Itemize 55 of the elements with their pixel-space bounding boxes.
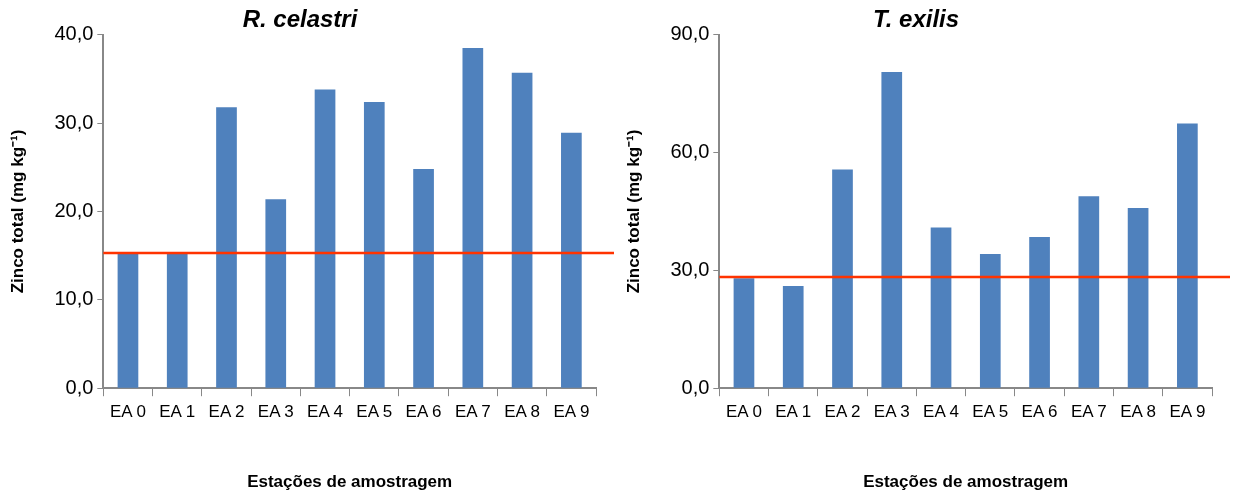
x-tick-label: EA 2 bbox=[824, 402, 861, 422]
bar bbox=[979, 253, 1001, 388]
x-tick-label: EA 6 bbox=[405, 402, 442, 422]
x-axis-title: Estações de amostragem bbox=[247, 472, 453, 492]
bar bbox=[561, 132, 582, 388]
bar bbox=[881, 72, 903, 388]
bar bbox=[265, 199, 287, 388]
x-tick-label: EA 1 bbox=[775, 402, 812, 422]
bar bbox=[1078, 196, 1100, 388]
x-tick-label: EA 5 bbox=[356, 402, 393, 422]
bar bbox=[832, 169, 853, 388]
x-tick-label: EA 3 bbox=[257, 402, 294, 422]
x-tick-label: EA 8 bbox=[1120, 402, 1157, 422]
y-tick-label: 90,0 bbox=[670, 22, 710, 45]
y-axis-title: Zinco total (mg kg⁻¹) bbox=[623, 129, 643, 294]
bar bbox=[733, 278, 755, 388]
x-tick-label: EA 1 bbox=[159, 402, 196, 422]
x-tick-label: EA 7 bbox=[1070, 402, 1107, 422]
x-tick-label: EA 3 bbox=[873, 402, 910, 422]
x-tick-label: EA 9 bbox=[553, 402, 590, 422]
x-tick-label: EA 4 bbox=[307, 402, 343, 422]
y-tick-label: 30,0 bbox=[670, 257, 710, 280]
bar bbox=[1177, 123, 1198, 388]
y-tick-label: 20,0 bbox=[54, 199, 94, 222]
x-axis-title: Estações de amostragem bbox=[863, 472, 1069, 492]
bar bbox=[413, 169, 434, 388]
y-tick-label: 30,0 bbox=[54, 110, 94, 133]
y-axis-title: Zinco total (mg kg⁻¹) bbox=[7, 129, 27, 294]
y-tick-label: 0,0 bbox=[65, 375, 94, 398]
chart-title: T. exilis bbox=[872, 5, 960, 33]
x-tick-label: EA 5 bbox=[972, 402, 1009, 422]
x-tick-label: EA 4 bbox=[923, 402, 959, 422]
y-tick-label: 60,0 bbox=[670, 140, 710, 163]
x-tick-label: EA 0 bbox=[110, 402, 146, 422]
bar bbox=[782, 286, 804, 388]
x-tick-label: EA 8 bbox=[504, 402, 541, 422]
x-tick-label: EA 7 bbox=[454, 402, 491, 422]
bar bbox=[363, 101, 385, 388]
bar bbox=[1029, 237, 1050, 388]
x-tick-label: EA 2 bbox=[208, 402, 245, 422]
bar bbox=[117, 253, 139, 388]
y-tick-label: 40,0 bbox=[54, 22, 94, 45]
bar bbox=[511, 72, 533, 388]
chart-title: R. celastri bbox=[242, 5, 359, 33]
y-tick-label: 0,0 bbox=[681, 375, 710, 398]
x-tick-label: EA 0 bbox=[726, 402, 762, 422]
x-tick-label: EA 9 bbox=[1169, 402, 1206, 422]
bar bbox=[930, 227, 952, 388]
bar bbox=[166, 253, 188, 388]
bar bbox=[314, 89, 336, 388]
x-tick-label: EA 6 bbox=[1021, 402, 1058, 422]
y-tick-label: 10,0 bbox=[54, 287, 94, 310]
bar bbox=[462, 48, 484, 388]
bar bbox=[1127, 207, 1149, 388]
bar bbox=[216, 107, 237, 388]
